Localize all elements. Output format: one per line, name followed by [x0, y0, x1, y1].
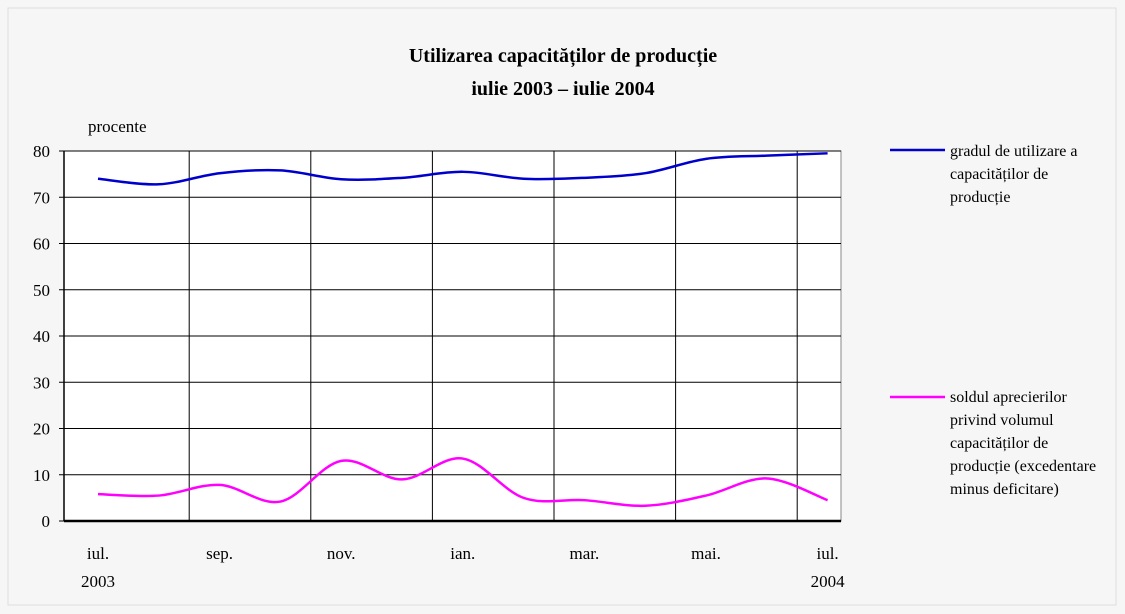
x-tick-label: iul.	[816, 544, 838, 563]
x-tick-label: iul.	[87, 544, 109, 563]
chart-title: Utilizarea capacităților de producție	[409, 45, 717, 68]
x-tick-label: sep.	[206, 544, 233, 563]
y-tick-label: 60	[33, 235, 50, 254]
y-tick-label: 0	[42, 512, 51, 531]
legend-label: soldul aprecierilor privind volumul capa…	[950, 389, 1097, 498]
x-tick-sublabel: 2004	[811, 572, 846, 591]
y-tick-label: 80	[33, 142, 50, 161]
y-tick-label: 50	[33, 281, 50, 300]
x-tick-sublabel: 2003	[81, 572, 115, 591]
series-line	[97, 457, 829, 508]
x-tick-label: mar.	[570, 544, 600, 563]
x-tick-label: ian.	[450, 544, 475, 563]
y-tick-label: 30	[33, 373, 50, 392]
y-tick-label: 10	[33, 466, 50, 485]
y-tick-label: 40	[33, 327, 50, 346]
x-tick-label: mai.	[691, 544, 721, 563]
series-line	[97, 152, 828, 186]
y-tick-label: 70	[33, 188, 50, 207]
frame	[7, 7, 1117, 606]
x-tick-label: nov.	[327, 544, 356, 563]
chart-subtitle: iulie 2003 – iulie 2004	[471, 78, 654, 100]
y-axis-label: procente	[88, 117, 147, 136]
legend-label: gradul de utilizare a capacităților de p…	[950, 143, 1078, 206]
y-tick-label: 20	[33, 420, 50, 439]
